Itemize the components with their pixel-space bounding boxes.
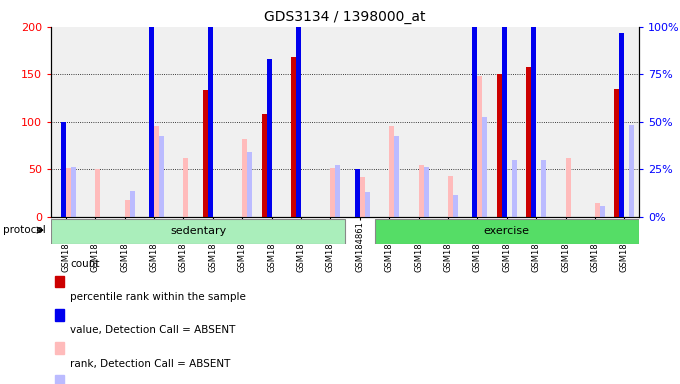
- Text: sedentary: sedentary: [170, 226, 226, 237]
- Text: value, Detection Call = ABSENT: value, Detection Call = ABSENT: [70, 326, 236, 336]
- Bar: [184, 158, 188, 217]
- Bar: [419, 165, 424, 217]
- Bar: [66, 167, 71, 217]
- Bar: [600, 205, 605, 217]
- Bar: [630, 125, 634, 217]
- Bar: [615, 89, 619, 217]
- Bar: [55, 276, 64, 287]
- Bar: [619, 33, 624, 217]
- Bar: [51, 219, 345, 244]
- Bar: [595, 203, 600, 217]
- Bar: [154, 126, 159, 217]
- Bar: [55, 309, 64, 321]
- Bar: [203, 89, 208, 217]
- Bar: [448, 176, 453, 217]
- Bar: [267, 59, 271, 217]
- Bar: [61, 122, 66, 217]
- Bar: [477, 76, 482, 217]
- Text: percentile rank within the sample: percentile rank within the sample: [70, 292, 246, 302]
- Bar: [360, 177, 364, 217]
- Title: GDS3134 / 1398000_at: GDS3134 / 1398000_at: [265, 10, 426, 25]
- Bar: [531, 17, 537, 217]
- Bar: [473, 23, 477, 217]
- Bar: [424, 167, 428, 217]
- Bar: [242, 139, 247, 217]
- Bar: [512, 160, 517, 217]
- Text: count: count: [70, 259, 100, 269]
- Bar: [291, 57, 296, 217]
- Bar: [364, 192, 370, 217]
- Bar: [453, 195, 458, 217]
- Bar: [129, 191, 135, 217]
- Bar: [335, 165, 341, 217]
- Bar: [355, 169, 360, 217]
- Bar: [55, 375, 64, 384]
- Bar: [566, 158, 571, 217]
- Text: rank, Detection Call = ABSENT: rank, Detection Call = ABSENT: [70, 359, 231, 369]
- Bar: [482, 117, 488, 217]
- Bar: [389, 126, 394, 217]
- Bar: [55, 342, 64, 354]
- Bar: [526, 67, 531, 217]
- Bar: [394, 136, 399, 217]
- Bar: [502, 21, 507, 217]
- Bar: [149, 27, 154, 217]
- Bar: [262, 114, 267, 217]
- Bar: [497, 74, 502, 217]
- Bar: [95, 169, 100, 217]
- Text: exercise: exercise: [484, 226, 530, 237]
- Bar: [330, 167, 335, 217]
- Bar: [247, 152, 252, 217]
- Bar: [296, 12, 301, 217]
- Bar: [159, 136, 164, 217]
- Bar: [541, 160, 546, 217]
- Text: protocol: protocol: [3, 225, 46, 235]
- Bar: [71, 167, 75, 217]
- Bar: [124, 200, 129, 217]
- Bar: [208, 27, 213, 217]
- Bar: [375, 219, 639, 244]
